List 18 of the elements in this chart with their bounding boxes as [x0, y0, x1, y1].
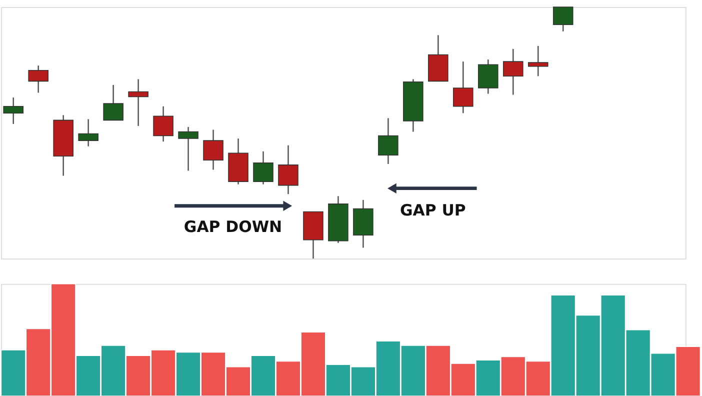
candlestick: [253, 150, 274, 185]
annotation: GAP DOWN: [184, 218, 282, 236]
candlestick: [128, 78, 148, 127]
candlestick: [278, 144, 298, 195]
candlestick: [3, 96, 24, 125]
candlestick: [502, 48, 524, 96]
candlestick: [453, 60, 474, 114]
candlestick: [478, 58, 498, 94]
candlestick: [203, 129, 224, 170]
candlestick: [528, 45, 548, 77]
candlestick: [153, 106, 174, 142]
candlestick: [178, 126, 198, 172]
candlestick: [552, 6, 574, 32]
candlestick: [28, 64, 48, 94]
candlestick: [378, 118, 398, 165]
candlestick: [103, 84, 124, 121]
candlestick: [78, 118, 98, 147]
annotation: GAP UP: [400, 202, 466, 220]
